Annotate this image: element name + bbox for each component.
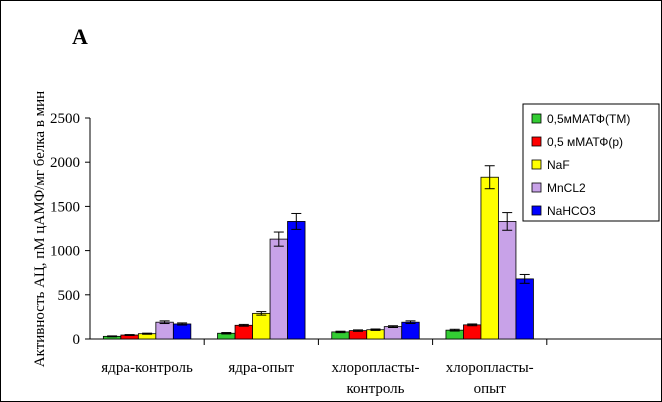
y-axis-title: Активность АЦ, пМ цАМФ/мг белка в мин (32, 91, 48, 367)
y-tick-label: 1500 (50, 199, 80, 215)
legend-swatch (531, 113, 542, 124)
legend-label: NaHCO3 (547, 204, 596, 218)
bar (234, 324, 253, 340)
x-category-label: опыт (474, 381, 507, 397)
panel-label: А (72, 24, 88, 49)
legend-label: 0,5 мМАТФ(р) (547, 135, 623, 149)
legend-swatch (531, 159, 542, 170)
bar (287, 221, 306, 340)
legend-swatch (531, 205, 542, 216)
legend-swatch (531, 136, 542, 147)
bar (463, 324, 482, 340)
y-tick-label: 2500 (50, 111, 80, 127)
bar (252, 312, 271, 340)
legend-label: NaF (547, 158, 570, 172)
bar (498, 221, 517, 340)
y-tick-label: 0 (73, 332, 81, 348)
bar (366, 329, 385, 340)
bar (172, 323, 192, 340)
legend-swatch (531, 182, 542, 193)
bar (515, 278, 534, 340)
x-category-label: ядра-опыт (228, 360, 294, 376)
x-category-label: контроль (347, 381, 405, 397)
bar (348, 330, 368, 340)
y-tick-label: 2000 (50, 155, 80, 171)
y-tick-label: 1000 (50, 244, 80, 260)
x-category-label: хлоропласты- (446, 360, 534, 376)
y-tick-label: 500 (58, 288, 81, 304)
legend-box (522, 103, 660, 222)
legend-label: MnCL2 (547, 181, 586, 195)
bar (155, 321, 174, 340)
bar (401, 321, 420, 340)
x-category-label: хлоропласты- (332, 360, 420, 376)
legend-label: 0,5мМАТФ(ТМ) (547, 112, 630, 126)
bar (383, 326, 403, 340)
x-category-label: ядра-контроль (101, 360, 193, 376)
bar (480, 176, 499, 340)
bar (269, 238, 288, 340)
